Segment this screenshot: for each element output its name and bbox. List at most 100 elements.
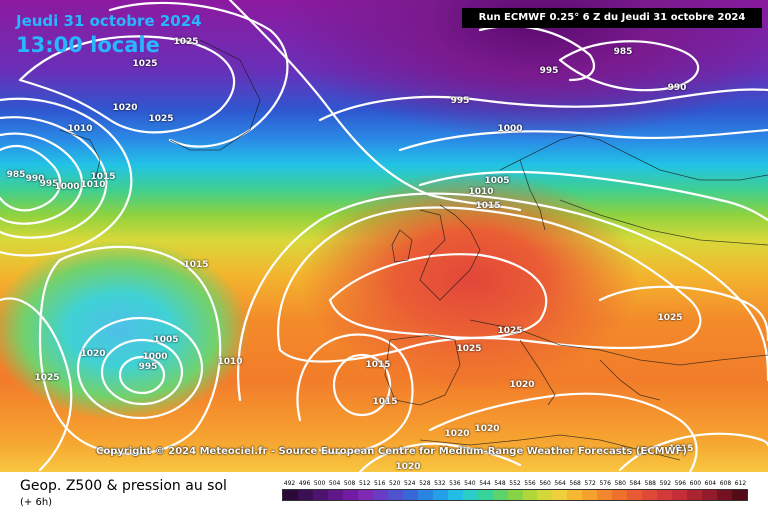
isobar-label: 1010 — [217, 357, 243, 367]
scale-swatch — [597, 490, 613, 500]
scale-tick-label: 532 — [434, 480, 446, 487]
scale-tick-label: 584 — [629, 480, 641, 487]
scale-swatch — [642, 490, 658, 500]
scale-swatch — [522, 490, 538, 500]
isobar-line — [418, 170, 768, 222]
isobar-label: 985 — [6, 170, 26, 180]
scale-tick-label: 560 — [539, 480, 551, 487]
coastline — [559, 199, 768, 246]
scale-tick-label: 592 — [659, 480, 672, 487]
isobar-label: 995 — [539, 66, 559, 76]
isobar-label: 1020 — [80, 349, 106, 359]
scale-swatch — [537, 490, 553, 500]
coastline — [469, 319, 768, 366]
isobar-label: 1025 — [497, 326, 523, 336]
isobar-line — [0, 297, 73, 472]
isobar-line — [237, 192, 768, 402]
weather-map: 1025 1025 1020 1025 1010 985 990 995 1000 1010 101… — [0, 0, 768, 472]
forecast-step: (+ 6h) — [20, 497, 53, 508]
coastlines — [59, 39, 768, 461]
scale-tick-label: 600 — [689, 480, 702, 487]
scale-tick-label: 536 — [449, 480, 461, 487]
coastline — [419, 204, 481, 301]
scale-tick-label: 588 — [644, 480, 656, 487]
coastline — [519, 159, 546, 231]
isobar-line — [558, 40, 700, 92]
coastline — [391, 229, 413, 263]
color-scale-bar — [282, 489, 748, 501]
scale-swatch — [477, 490, 493, 500]
scale-tick-label: 504 — [328, 480, 341, 487]
isobar-label: 1020 — [444, 429, 470, 439]
color-scale-labels: 492 496 500 504 508 512 516 520 524 528 532 536 540 5… — [282, 479, 748, 489]
isobar-label: 1015 — [475, 201, 501, 211]
isobar-label: 1025 — [657, 313, 683, 323]
isobar-label: 995 — [450, 96, 470, 106]
isobar-label: 995 — [138, 362, 158, 372]
scale-swatch — [372, 490, 388, 500]
isobar-label: 1010 — [67, 124, 93, 134]
scale-swatch — [657, 490, 673, 500]
isobar-line — [228, 0, 522, 212]
scale-swatch — [732, 490, 748, 500]
isobar-line — [100, 338, 184, 406]
isobar-label: 1020 — [112, 103, 138, 113]
isobar-label: 1005 — [153, 335, 179, 345]
isobar-line — [0, 116, 108, 239]
scale-tick-label: 548 — [494, 480, 506, 487]
scale-swatch — [567, 490, 583, 500]
isobar-label: 990 — [25, 174, 45, 184]
scale-tick-label: 512 — [358, 480, 371, 487]
isobar-label: 1025 — [456, 344, 482, 354]
scale-tick-label: 612 — [734, 480, 747, 487]
isobar-line — [0, 132, 83, 225]
scale-swatch — [283, 490, 298, 500]
model-run-label: Run ECMWF 0.25° 6 Z du Jeudi 31 octobre … — [462, 8, 762, 28]
coastline — [519, 339, 556, 406]
isobar-label: 1015 — [372, 397, 398, 407]
map-date: Jeudi 31 octobre 2024 — [16, 12, 202, 30]
scale-swatch — [687, 490, 703, 500]
scale-swatch — [342, 490, 358, 500]
scale-swatch — [297, 490, 313, 500]
scale-swatch — [387, 490, 403, 500]
scale-swatch — [702, 490, 718, 500]
scale-tick-label: 568 — [569, 480, 581, 487]
scale-swatch — [672, 490, 688, 500]
scale-tick-label: 516 — [373, 480, 386, 487]
scale-tick-label: 576 — [599, 480, 611, 487]
scale-tick-label: 552 — [509, 480, 521, 487]
isobar-label: 1000 — [54, 182, 80, 192]
isobar-line — [358, 442, 522, 472]
isobar-label: 1020 — [395, 462, 421, 472]
scale-swatch — [492, 490, 508, 500]
isobar-line — [428, 392, 698, 472]
isobar-label: 1015 — [668, 444, 694, 454]
scale-tick-label: 596 — [674, 480, 687, 487]
scale-tick-label: 580 — [614, 480, 626, 487]
isobar-label: 1015 — [365, 360, 391, 370]
scale-swatch — [402, 490, 418, 500]
isobar-line — [398, 128, 768, 152]
scale-swatch — [312, 490, 328, 500]
scale-swatch — [327, 490, 343, 500]
scale-swatch — [357, 490, 373, 500]
color-scale-legend: 492 496 500 504 508 512 516 520 524 528 532 536 540 5… — [282, 479, 748, 505]
scale-tick-label: 520 — [389, 480, 401, 487]
copyright-notice: Copyright © 2024 Meteociel.fr - Source E… — [96, 446, 687, 457]
scale-tick-label: 496 — [298, 480, 311, 487]
scale-swatch — [447, 490, 463, 500]
isobar-label: 1000 — [142, 352, 168, 362]
isobar-line — [332, 353, 392, 417]
coastline — [384, 334, 461, 406]
scale-swatch — [507, 490, 523, 500]
scale-tick-label: 540 — [464, 480, 476, 487]
isobar-line — [0, 145, 62, 212]
scale-swatch — [462, 490, 478, 500]
map-local-time: 13:00 locale — [16, 33, 160, 57]
map-parameter-title: Geop. Z500 & pression au sol — [20, 478, 227, 494]
isobar-line — [0, 97, 133, 257]
scale-tick-label: 572 — [584, 480, 596, 487]
isobar-label: 1025 — [173, 37, 199, 47]
isobar-line — [318, 88, 768, 122]
